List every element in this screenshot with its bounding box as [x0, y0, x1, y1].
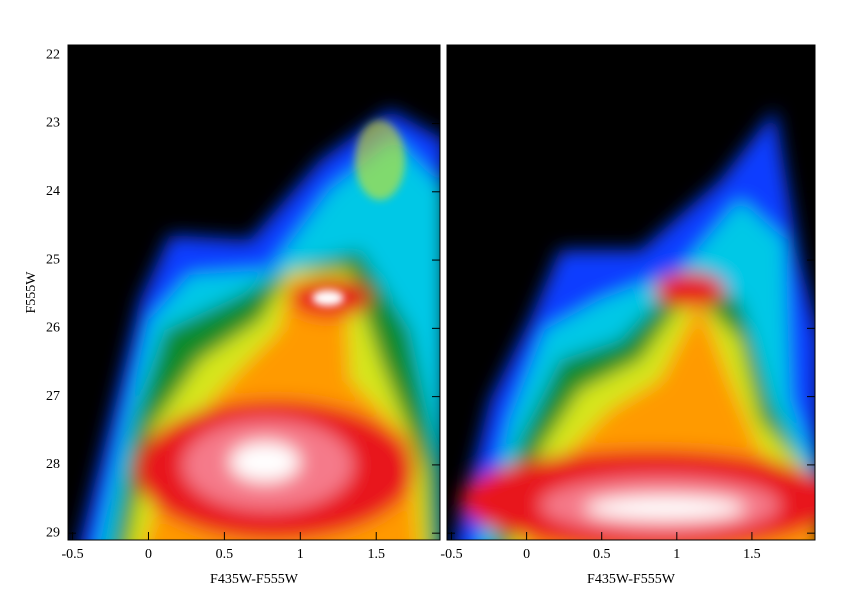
- density-map: [447, 45, 815, 540]
- x-tick-label: -0.5: [61, 547, 83, 562]
- x-axis-label: F435W-F555W: [587, 572, 676, 587]
- y-axis-label: F555W: [24, 271, 39, 314]
- x-tick-label: 0.5: [216, 547, 234, 562]
- x-axis-label: F435W-F555W: [210, 572, 299, 587]
- density-map: [68, 45, 440, 540]
- x-tick-label: 0: [145, 547, 152, 562]
- y-tick-label: 29: [46, 525, 60, 540]
- y-tick-label: 24: [46, 184, 60, 199]
- plot-frame: [67, 44, 441, 541]
- x-tick-label: 1.5: [367, 547, 385, 562]
- y-tick-label: 23: [46, 116, 60, 131]
- x-tick-label: 1: [297, 547, 304, 562]
- y-tick-label: 25: [46, 252, 60, 267]
- y-tick-label: 28: [46, 457, 60, 472]
- x-tick-label: -0.5: [440, 547, 462, 562]
- y-tick-label: 22: [46, 47, 60, 62]
- x-tick-label: 1.5: [743, 547, 761, 562]
- x-tick-label: 1: [673, 547, 680, 562]
- plot-frame: [446, 44, 816, 541]
- x-tick-label: 0: [523, 547, 530, 562]
- x-tick-label: 0.5: [593, 547, 611, 562]
- y-tick-label: 26: [46, 321, 60, 336]
- y-tick-label: 27: [46, 389, 60, 404]
